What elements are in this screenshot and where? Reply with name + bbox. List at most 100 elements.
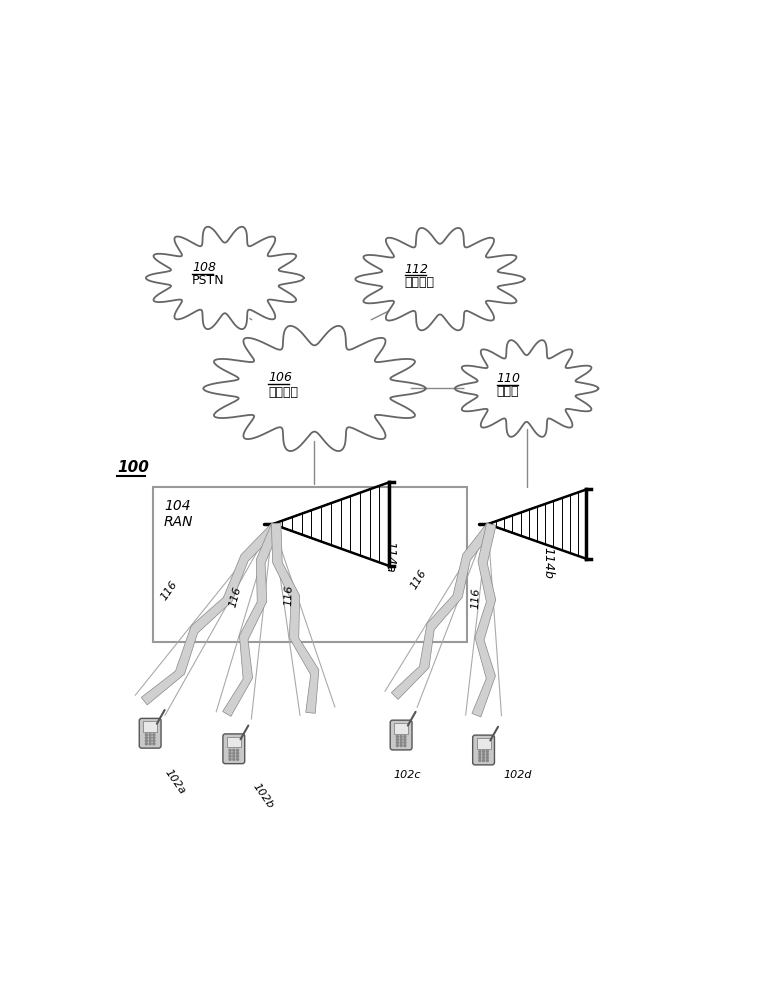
Text: PSTN: PSTN xyxy=(192,274,224,287)
Text: 102b: 102b xyxy=(251,781,275,810)
Ellipse shape xyxy=(222,232,251,256)
Text: 114a: 114a xyxy=(383,541,396,572)
Text: 其他网络: 其他网络 xyxy=(405,276,435,289)
Polygon shape xyxy=(141,523,279,705)
Ellipse shape xyxy=(460,240,491,264)
Circle shape xyxy=(153,737,155,739)
Ellipse shape xyxy=(198,300,227,324)
Ellipse shape xyxy=(503,410,529,432)
Circle shape xyxy=(233,749,235,751)
Ellipse shape xyxy=(503,345,529,367)
Ellipse shape xyxy=(342,407,382,437)
Circle shape xyxy=(237,758,238,760)
Ellipse shape xyxy=(460,295,491,319)
Text: RAN: RAN xyxy=(164,515,194,529)
Text: 108: 108 xyxy=(192,261,216,274)
FancyBboxPatch shape xyxy=(394,723,408,734)
Polygon shape xyxy=(153,487,466,642)
Ellipse shape xyxy=(367,267,398,291)
Ellipse shape xyxy=(470,363,496,385)
Ellipse shape xyxy=(222,300,251,324)
Ellipse shape xyxy=(389,240,419,264)
Circle shape xyxy=(153,743,155,745)
Text: 因特网: 因特网 xyxy=(497,385,519,398)
Ellipse shape xyxy=(162,251,190,275)
Ellipse shape xyxy=(177,293,206,318)
Circle shape xyxy=(233,755,235,757)
Ellipse shape xyxy=(218,374,259,403)
Ellipse shape xyxy=(544,351,571,374)
FancyBboxPatch shape xyxy=(227,737,241,747)
Ellipse shape xyxy=(412,301,443,326)
Ellipse shape xyxy=(311,416,352,445)
Ellipse shape xyxy=(483,351,509,374)
Circle shape xyxy=(233,758,235,760)
Circle shape xyxy=(487,750,488,753)
Ellipse shape xyxy=(437,233,468,257)
Ellipse shape xyxy=(483,403,509,426)
Ellipse shape xyxy=(389,295,419,319)
Polygon shape xyxy=(223,523,281,716)
Ellipse shape xyxy=(524,410,550,432)
Circle shape xyxy=(479,750,481,753)
Circle shape xyxy=(229,758,231,760)
Circle shape xyxy=(483,756,485,758)
Circle shape xyxy=(149,740,151,742)
Circle shape xyxy=(146,737,147,739)
Text: 102a: 102a xyxy=(163,768,187,797)
Circle shape xyxy=(233,752,235,754)
Circle shape xyxy=(400,739,402,741)
FancyBboxPatch shape xyxy=(390,720,412,750)
Circle shape xyxy=(487,756,488,758)
Circle shape xyxy=(483,750,485,753)
Circle shape xyxy=(404,736,406,738)
Polygon shape xyxy=(472,523,496,717)
Polygon shape xyxy=(392,523,495,699)
Ellipse shape xyxy=(362,392,403,422)
Ellipse shape xyxy=(311,332,352,361)
Ellipse shape xyxy=(372,252,403,276)
Ellipse shape xyxy=(247,407,288,437)
Circle shape xyxy=(400,742,402,744)
Polygon shape xyxy=(271,523,319,713)
Circle shape xyxy=(400,736,402,738)
Ellipse shape xyxy=(278,332,318,361)
Circle shape xyxy=(479,753,481,756)
Circle shape xyxy=(404,739,406,741)
Circle shape xyxy=(404,745,406,747)
Circle shape xyxy=(153,740,155,742)
FancyBboxPatch shape xyxy=(140,718,161,748)
Ellipse shape xyxy=(557,363,584,385)
Text: 102c: 102c xyxy=(394,770,422,780)
Circle shape xyxy=(396,745,399,747)
Circle shape xyxy=(479,759,481,761)
Circle shape xyxy=(487,759,488,761)
Ellipse shape xyxy=(557,392,584,414)
Ellipse shape xyxy=(264,266,293,290)
Circle shape xyxy=(146,734,147,736)
Ellipse shape xyxy=(476,282,507,306)
FancyBboxPatch shape xyxy=(476,738,490,749)
Circle shape xyxy=(229,752,231,754)
Text: 112: 112 xyxy=(405,263,429,276)
Ellipse shape xyxy=(476,354,577,423)
Ellipse shape xyxy=(259,281,288,305)
Text: 116: 116 xyxy=(159,579,180,603)
FancyBboxPatch shape xyxy=(223,734,244,764)
Ellipse shape xyxy=(412,233,443,257)
Text: 116: 116 xyxy=(470,587,481,609)
Circle shape xyxy=(149,743,151,745)
Text: 116: 116 xyxy=(227,585,243,609)
Ellipse shape xyxy=(464,377,491,400)
Text: 106: 106 xyxy=(268,371,292,384)
Circle shape xyxy=(404,742,406,744)
Ellipse shape xyxy=(177,238,206,262)
Circle shape xyxy=(396,742,399,744)
Text: 116: 116 xyxy=(409,567,429,591)
Text: 104: 104 xyxy=(164,499,190,513)
Circle shape xyxy=(237,755,238,757)
Circle shape xyxy=(146,740,147,742)
Text: 116: 116 xyxy=(284,584,295,606)
Ellipse shape xyxy=(236,344,393,433)
Circle shape xyxy=(400,745,402,747)
